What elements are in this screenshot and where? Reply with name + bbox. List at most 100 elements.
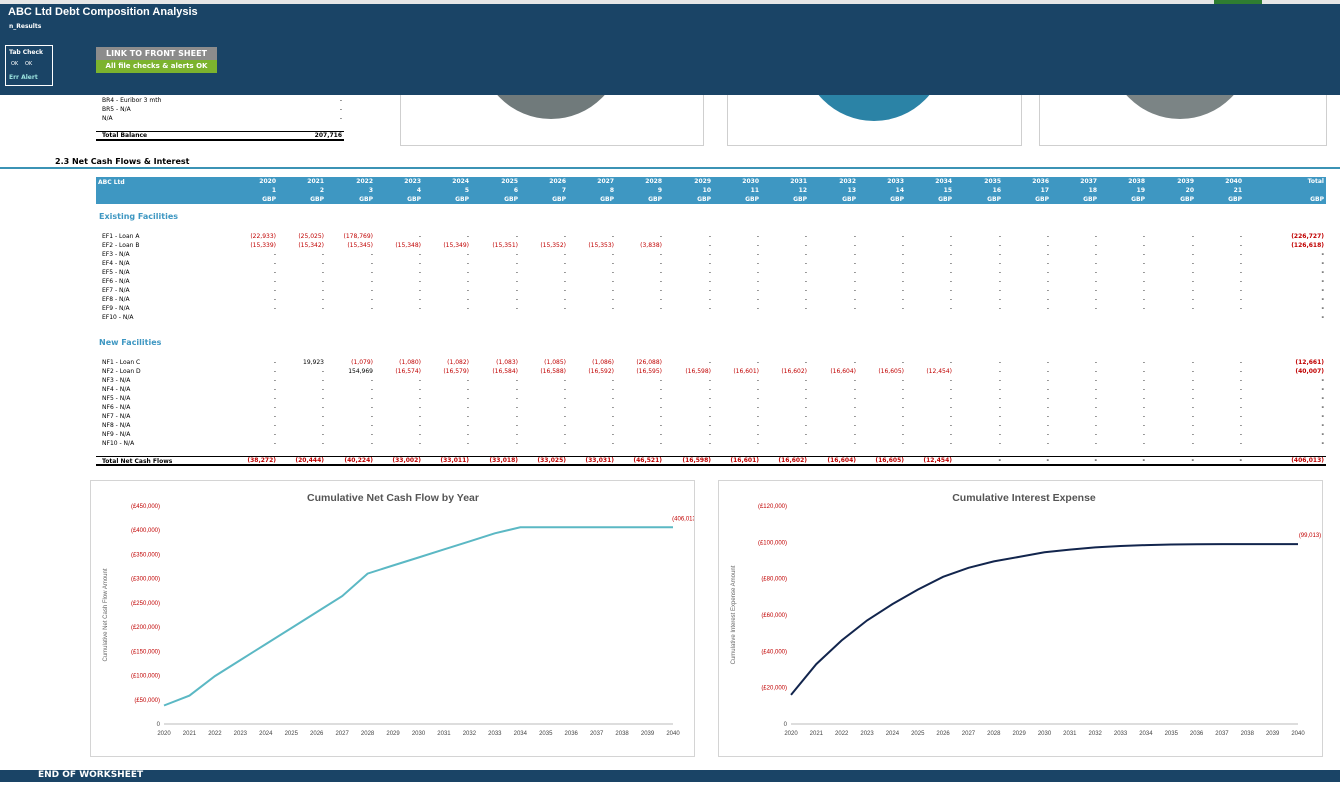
facility-cell: - (949, 305, 952, 312)
balance-row-value: - (339, 115, 342, 122)
facility-cell: - (563, 278, 566, 285)
facility-cell: (22,933) (250, 233, 276, 240)
facility-cell: - (804, 404, 807, 411)
currency-header: GBP (793, 196, 807, 203)
currency-header: GBP (697, 196, 711, 203)
facility-cell: - (1142, 404, 1145, 411)
facility-row-label: NF1 - Loan C (102, 359, 141, 366)
facility-cell: - (756, 287, 759, 294)
currency-header: GBP (745, 196, 759, 203)
facility-cell: - (515, 404, 518, 411)
facility-cell: - (611, 278, 614, 285)
year-header: 2032 (839, 178, 856, 185)
cumulative-net-cash-flow-chart[interactable]: Cumulative Net Cash Flow by Year Cumulati… (90, 480, 695, 757)
facility-cell: (15,339) (250, 242, 276, 249)
facility-cell: - (1142, 395, 1145, 402)
facility-row-total: - (1321, 251, 1325, 258)
facility-cell: - (466, 287, 469, 294)
facility-cell: - (708, 422, 711, 429)
facility-cell: - (321, 305, 324, 312)
facility-cell: (1,083) (496, 359, 518, 366)
facility-cell: - (563, 377, 566, 384)
facility-cell: - (563, 422, 566, 429)
facility-cell: - (611, 413, 614, 420)
facility-cell: - (370, 422, 373, 429)
sheet-title: ABC Ltd Debt Composition Analysis (8, 6, 198, 18)
facility-cell: - (949, 269, 952, 276)
facility-cell: - (949, 404, 952, 411)
facility-row-total: - (1321, 305, 1325, 312)
total-balance-value: 207,716 (314, 132, 342, 139)
period-header: 4 (416, 187, 421, 194)
facility-cell: - (466, 404, 469, 411)
facility-cell: - (901, 413, 904, 420)
facility-cell: - (998, 413, 1001, 420)
total-balance-row: Total Balance 207,716 (96, 131, 344, 141)
facility-row-total: (40,007) (1295, 368, 1324, 375)
year-header: 2039 (1177, 178, 1194, 185)
facility-cell: - (1142, 305, 1145, 312)
facility-cell: - (756, 413, 759, 420)
facility-cell: - (949, 260, 952, 267)
total-net-cash-flows-label: Total Net Cash Flows (102, 458, 173, 465)
y-tick-label: (£100,000) (131, 674, 160, 680)
facility-cell: - (370, 269, 373, 276)
facility-cell: (1,085) (544, 359, 566, 366)
facility-cell: - (804, 242, 807, 249)
facility-cell: - (901, 377, 904, 384)
facility-row-label: NF10 - N/A (102, 440, 135, 447)
facility-cell: - (1046, 305, 1049, 312)
facility-cell: - (804, 260, 807, 267)
pie-chart-partial-3[interactable] (1039, 95, 1327, 146)
pie-chart-partial-2[interactable] (727, 95, 1022, 146)
facility-cell: - (708, 296, 711, 303)
facility-cell: - (418, 440, 421, 447)
facility-cell: - (756, 431, 759, 438)
facility-cell: - (563, 404, 566, 411)
facility-row-label: EF4 - N/A (102, 260, 130, 267)
facility-cell: - (659, 395, 662, 402)
facility-cell: - (370, 431, 373, 438)
facility-cell: - (853, 269, 856, 276)
facility-cell: - (853, 440, 856, 447)
facility-cell: - (659, 260, 662, 267)
selected-column-header[interactable] (1214, 0, 1262, 4)
facility-cell: - (1191, 395, 1194, 402)
link-to-front-sheet-button[interactable]: LINK TO FRONT SHEET (96, 47, 217, 60)
facility-cell: - (466, 269, 469, 276)
facility-cell: - (998, 440, 1001, 447)
facility-cell: - (273, 269, 276, 276)
facility-cell: - (273, 413, 276, 420)
facility-cell: - (1094, 413, 1097, 420)
facility-cell: - (370, 296, 373, 303)
tab-check-ok-2: OK (25, 61, 33, 67)
year-header: 2027 (597, 178, 614, 185)
cumulative-interest-chart[interactable]: Cumulative Interest Expense Cumulative In… (718, 480, 1323, 757)
x-tick-label: 2035 (1165, 731, 1179, 737)
facility-cell: - (1191, 413, 1194, 420)
facility-cell: - (273, 296, 276, 303)
facility-cell: - (708, 287, 711, 294)
facility-cell: - (1239, 260, 1242, 267)
facility-cell: - (659, 386, 662, 393)
year-header: 2024 (452, 178, 469, 185)
facility-cell: - (998, 287, 1001, 294)
facility-cell: - (563, 296, 566, 303)
facility-cell: - (321, 377, 324, 384)
facility-cell: - (1239, 413, 1242, 420)
y-tick-label: (£50,000) (134, 698, 160, 704)
x-tick-label: 2032 (463, 731, 477, 737)
facility-cell: - (708, 278, 711, 285)
period-header: 13 (847, 187, 856, 194)
y-tick-label: (£250,000) (131, 601, 160, 607)
pie-chart-partial-1[interactable] (400, 95, 704, 146)
facility-row-total: - (1321, 395, 1325, 402)
facility-cell: - (708, 260, 711, 267)
facility-cell: - (901, 404, 904, 411)
facility-cell: - (1142, 269, 1145, 276)
facility-cell: - (756, 404, 759, 411)
facility-cell: - (901, 269, 904, 276)
x-tick-label: 2025 (911, 731, 925, 737)
year-header: 2023 (404, 178, 421, 185)
balance-row-label: BR5 - N/A (102, 106, 131, 113)
